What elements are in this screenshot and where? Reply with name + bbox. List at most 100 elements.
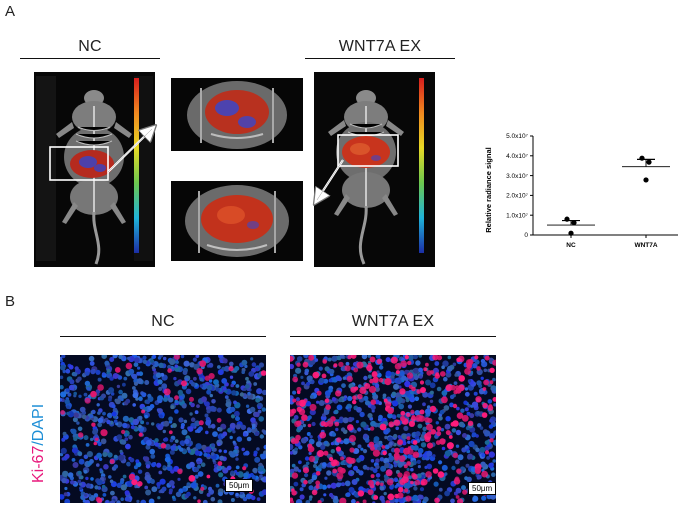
dapi-nucleus [229,375,234,379]
ki67-positive-cell [436,431,442,436]
dapi-nucleus [293,481,299,487]
dapi-nucleus [328,388,333,393]
dapi-nucleus [433,481,439,487]
dapi-nucleus [304,456,310,461]
ki67-positive-cell [420,481,425,486]
ki67-positive-cell [385,469,393,477]
dapi-nucleus [149,448,155,455]
dapi-nucleus [374,383,380,388]
ki67-positive-cell [425,362,429,367]
dapi-nucleus [203,452,208,457]
dapi-nucleus [414,396,420,402]
ki67-positive-cell [370,446,375,451]
dapi-nucleus [452,362,457,367]
dapi-nucleus [375,464,380,470]
dapi-nucleus [407,454,412,459]
dapi-nucleus [235,384,240,388]
dapi-nucleus [370,404,376,411]
dapi-nucleus [416,459,421,464]
ki67-positive-cell [323,450,329,456]
dapi-nucleus [489,433,496,440]
dapi-nucleus [113,464,119,469]
ki67-positive-cell [291,408,297,414]
y-tick-label: 4.0x10⁷ [506,153,529,160]
dapi-nucleus [151,422,155,426]
ki67-positive-cell [370,399,377,405]
dapi-nucleus [211,399,216,404]
ki67-positive-cell [406,412,411,417]
dapi-nucleus [241,447,245,452]
dapi-nucleus [97,411,101,415]
dapi-nucleus [217,499,223,505]
dapi-nucleus [61,354,66,359]
dapi-nucleus [362,464,368,470]
y-tick-label: 0 [524,232,528,239]
ki67-positive-cell [121,429,126,434]
dapi-nucleus [429,399,434,403]
dapi-nucleus [454,373,458,377]
dapi-nucleus [451,465,456,471]
dapi-nucleus [162,429,166,434]
dapi-nucleus [438,460,443,465]
ki67-positive-cell [368,441,375,448]
ki67-positive-cell [410,480,414,485]
dapi-nucleus [77,426,83,432]
wnt7a-radiance-scale-bar [419,78,424,253]
dapi-nucleus [189,461,195,468]
dapi-nucleus [311,421,316,427]
dapi-nucleus [154,442,160,447]
dapi-nucleus [335,375,341,381]
ki67-positive-cell [93,441,98,446]
dapi-nucleus [85,476,89,481]
dapi-nucleus [120,497,124,501]
ki67-positive-cell [455,495,460,499]
dapi-nucleus [224,365,230,372]
ki67-positive-cell [394,447,400,454]
dapi-nucleus [130,425,135,430]
dapi-nucleus [302,423,306,428]
dapi-nucleus [121,392,128,399]
dapi-nucleus [461,447,467,453]
dapi-nucleus [488,462,494,469]
ki67-positive-cell [372,449,380,457]
dapi-nucleus [64,486,68,491]
dapi-nucleus [102,451,108,457]
dapi-nucleus [224,395,229,399]
dapi-nucleus [384,444,390,450]
ki67-positive-cell [296,406,302,412]
dapi-nucleus [101,353,107,359]
dapi-nucleus [255,397,261,403]
dapi-nucleus [367,374,372,379]
ki67-positive-cell [339,497,347,505]
dapi-nucleus [123,376,128,381]
ki67-positive-cell [316,390,322,396]
dapi-nucleus [131,373,138,380]
ki67-positive-cell [95,437,99,442]
dapi-nucleus [252,467,258,474]
ki67-positive-cell [426,431,432,437]
dapi-nucleus [345,406,349,410]
dapi-nucleus [173,376,177,381]
ki67-positive-cell [452,452,459,459]
dapi-nucleus [294,447,298,452]
dapi-nucleus [461,485,466,491]
dapi-nucleus [359,411,365,418]
dapi-nucleus [61,437,66,442]
dapi-nucleus [122,415,129,422]
dapi-nucleus [210,452,215,456]
dapi-nucleus [244,364,248,369]
dapi-nucleus [441,365,445,369]
dapi-nucleus [192,357,197,362]
wnt7a-fluorescence-image: 50μm [287,352,499,506]
ki67-positive-cell [457,355,465,363]
dapi-nucleus [235,457,239,461]
dapi-nucleus [410,467,414,472]
dapi-nucleus [489,418,493,423]
ki67-positive-cell [217,461,223,466]
dapi-nucleus [304,473,309,478]
dapi-nucleus [488,424,494,429]
dapi-nucleus [289,468,295,474]
ki67-positive-cell [400,360,407,367]
dapi-nucleus [230,498,235,502]
dapi-nucleus [150,478,155,484]
